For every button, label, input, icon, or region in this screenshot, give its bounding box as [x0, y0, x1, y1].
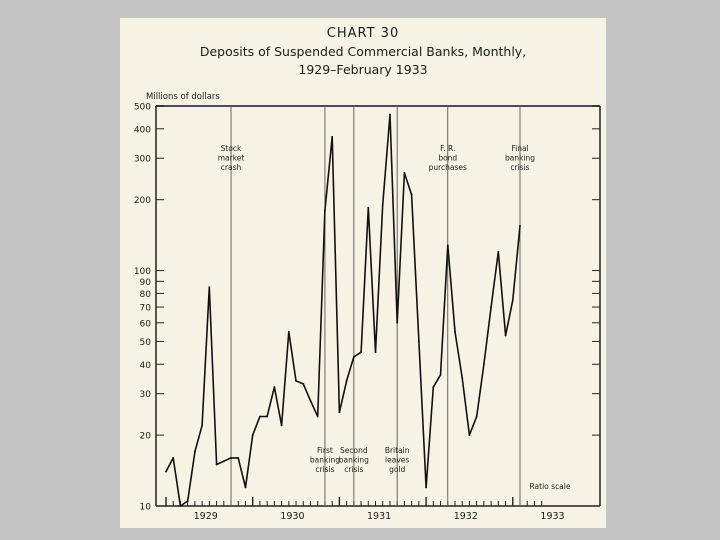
data-point — [482, 363, 485, 366]
scale-note: Ratio scale — [530, 482, 571, 491]
event-annotation-label: F. R. — [440, 144, 455, 153]
data-point — [461, 377, 464, 379]
data-point — [316, 415, 319, 418]
data-point — [244, 486, 247, 489]
chart-subtitle-line-1: Deposits of Suspended Commercial Banks, … — [199, 44, 527, 59]
x-tick-label: 1931 — [367, 511, 391, 522]
event-annotation-label: crisis — [315, 465, 334, 474]
data-point — [367, 206, 370, 209]
data-point — [287, 330, 290, 333]
x-tick-label: 1930 — [280, 511, 304, 522]
y-tick-label: 100 — [134, 267, 151, 277]
chart-paper: CHART 30 Deposits of Suspended Commercia… — [120, 18, 606, 528]
event-annotation-label: Britain — [385, 446, 410, 455]
deposits-series-line — [165, 113, 521, 507]
event-annotation-label: leaves — [385, 456, 409, 465]
data-point — [360, 351, 362, 354]
data-point — [230, 457, 232, 459]
data-point — [186, 500, 189, 502]
event-annotation-label: banking — [505, 154, 535, 163]
y-tick-label: 10 — [140, 503, 152, 513]
event-annotation-label: crash — [221, 163, 242, 172]
data-point — [381, 204, 384, 206]
data-point — [280, 424, 283, 427]
y-tick-label: 60 — [140, 319, 152, 329]
x-tick-label: 1929 — [194, 511, 218, 522]
data-point — [302, 383, 305, 385]
data-point — [468, 434, 471, 437]
data-point — [425, 486, 427, 489]
event-annotation-label: banking — [339, 456, 369, 465]
line-chart: Millions of dollars 10 20 30 40 50 60 70 80 90100… — [134, 92, 601, 522]
y-tick-label: 20 — [140, 432, 152, 442]
y-tick-label: 90 — [140, 278, 152, 288]
event-annotation-label: Final — [511, 144, 528, 153]
x-tick-label: 1933 — [540, 511, 564, 522]
data-point — [338, 411, 341, 414]
data-point — [179, 505, 182, 507]
data-point — [432, 386, 435, 388]
data-point — [237, 457, 240, 459]
data-point — [374, 351, 377, 354]
y-tick-label: 40 — [140, 361, 152, 371]
data-point — [266, 415, 269, 418]
data-point — [396, 321, 399, 324]
event-annotation-label: gold — [389, 465, 405, 474]
data-point — [251, 434, 254, 437]
event-annotation-label: purchases — [429, 163, 467, 172]
event-annotation-label: bond — [438, 154, 457, 163]
data-point — [417, 340, 420, 343]
data-point — [475, 415, 478, 418]
y-axis-label: Millions of dollars — [146, 92, 220, 102]
data-point — [273, 386, 276, 388]
chart-subtitle-line-2: 1929–February 1933 — [298, 62, 428, 77]
y-tick-label: 200 — [134, 196, 151, 206]
data-point — [172, 457, 175, 459]
event-annotation-label: market — [218, 154, 245, 163]
data-point — [295, 379, 297, 382]
y-tick-label: 50 — [140, 338, 152, 348]
data-point — [519, 224, 521, 227]
data-point — [497, 251, 500, 253]
y-tick-label: 30 — [140, 390, 152, 400]
data-point — [201, 424, 204, 427]
data-point — [309, 399, 312, 402]
data-point — [331, 135, 334, 138]
data-point — [215, 463, 218, 466]
data-point — [222, 460, 225, 463]
data-point — [165, 470, 167, 473]
y-tick-label: 400 — [134, 125, 151, 135]
event-annotation-label: First — [317, 446, 333, 455]
data-point — [454, 330, 456, 333]
event-annotation-label: crisis — [510, 163, 529, 172]
data-point — [259, 415, 261, 418]
data-point — [504, 334, 507, 337]
data-point — [403, 171, 406, 174]
data-point — [208, 286, 211, 289]
data-point — [324, 209, 326, 212]
data-point — [410, 193, 413, 196]
y-tick-label: 80 — [140, 290, 152, 300]
y-tick-label: 500 — [134, 103, 151, 113]
y-tick-label: 70 — [140, 304, 152, 314]
event-annotation-label: Stock — [221, 144, 242, 153]
data-point — [352, 355, 355, 358]
data-point — [511, 299, 514, 301]
data-point — [490, 306, 493, 308]
data-point — [439, 374, 442, 376]
y-tick-label: 300 — [134, 155, 151, 165]
data-point — [389, 113, 391, 116]
event-annotation-label: Second — [340, 446, 368, 455]
data-point — [446, 244, 449, 247]
chart-title: CHART 30 — [326, 26, 400, 41]
data-point — [193, 450, 196, 453]
data-point — [345, 379, 348, 382]
event-annotation-label: crisis — [344, 465, 363, 474]
event-annotation-label: banking — [310, 456, 340, 465]
x-tick-label: 1932 — [454, 511, 478, 522]
